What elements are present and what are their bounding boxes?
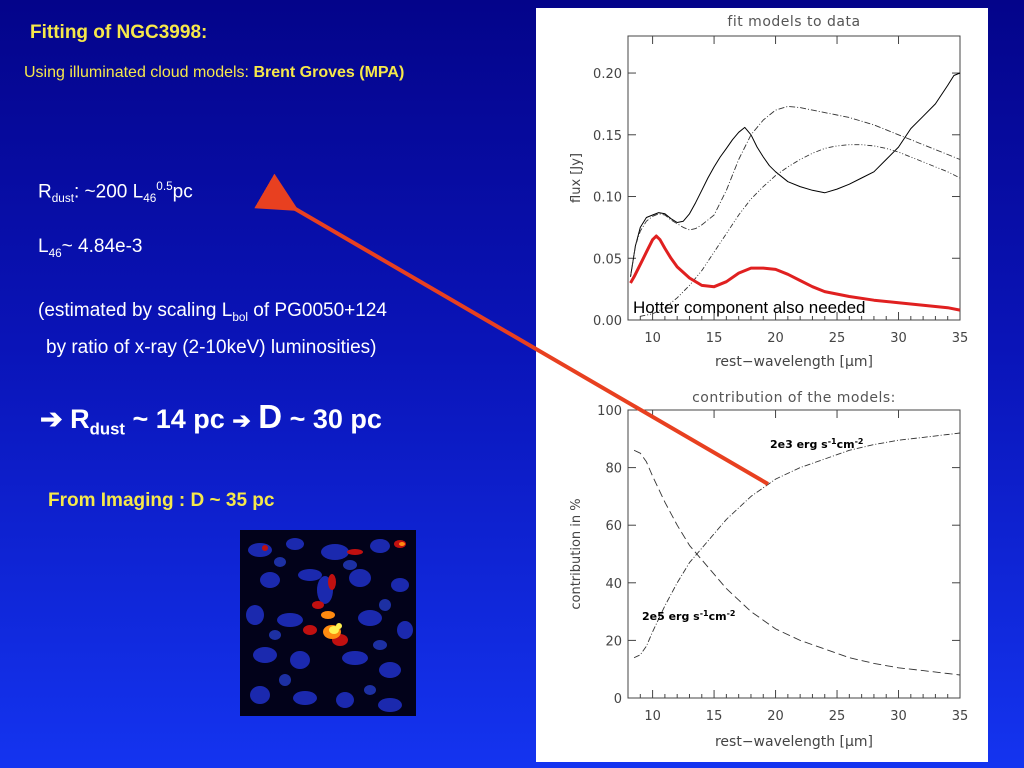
chart1-series-line-2	[630, 105, 961, 277]
chart2-xtick-label: 10	[644, 709, 661, 724]
chart2-ytick-label: 20	[605, 634, 622, 649]
rdust-formula: Rdust: ~200 L460.5pc	[38, 180, 193, 205]
result-d-val: ~ 30 pc	[282, 404, 382, 434]
rdust-text: : ~200 L	[73, 181, 144, 203]
estimate-line-1: (estimated by scaling Lbol of PG0050+124	[38, 296, 387, 333]
chart1-ytick-label: 0.20	[593, 67, 622, 82]
ngc3998-image	[240, 530, 416, 716]
chart1-ytick-label: 0.00	[593, 314, 622, 329]
chart1-series-line-3	[640, 144, 961, 317]
result-r-sub: dust	[89, 419, 125, 439]
subtitle-prefix: Using illuminated cloud models:	[24, 64, 254, 81]
chart1-ytick-label: 0.05	[593, 252, 622, 267]
rdust-sub2: 46	[143, 192, 157, 206]
result-line: ➔ Rdust ~ 14 pc ➔ D ~ 30 pc	[40, 398, 382, 439]
result-r: R	[70, 404, 90, 434]
chart2-series-line-2	[633, 449, 961, 676]
chart1-ylabel: flux [Jy]	[569, 153, 584, 203]
chart2-xtick-label: 25	[829, 709, 846, 724]
l46-number: ~ 4.84e-3	[61, 236, 143, 257]
chart2-xlabel: rest−wavelength [μm]	[715, 734, 873, 750]
l46-label: L	[38, 236, 49, 257]
chart1-xtick-label: 15	[706, 331, 723, 346]
ngc3998-image-graphic	[240, 530, 416, 716]
hotter-component-note: Hotter component also needed	[633, 298, 866, 317]
estimate-line1-a: (estimated by scaling L	[38, 300, 233, 321]
l46-value: L46~ 4.84e-3	[38, 236, 143, 260]
plots-svg: fit models to data 10 15 20 25 30 35 0.00 0.05 0.…	[569, 14, 969, 750]
chart1-xtick-label: 35	[952, 331, 969, 346]
slide-subtitle: Using illuminated cloud models: Brent Gr…	[24, 62, 424, 84]
arrow-right-icon: ➔	[232, 408, 251, 433]
result-d: D	[258, 398, 283, 435]
chart2-title: contribution of the models:	[692, 390, 896, 406]
rdust-unit: pc	[172, 181, 193, 203]
imaging-note: From Imaging : D ~ 35 pc	[48, 490, 275, 511]
chart2-ytick-label: 80	[605, 462, 622, 477]
result-r-val: ~ 14 pc	[124, 404, 225, 434]
rdust-sub: dust	[51, 192, 74, 206]
subtitle-author: Brent Groves (MPA)	[253, 64, 405, 81]
plot-panel: fit models to data 10 15 20 25 30 35 0.00 0.05 0.…	[536, 8, 988, 762]
slide-title: Fitting of NGC3998:	[30, 22, 208, 43]
arrow-right-icon: ➔	[40, 404, 63, 434]
chart1-ytick-label: 0.15	[593, 129, 622, 144]
estimate-line1-sub: bol	[232, 310, 249, 324]
chart2-label-2e3: 2e3 erg s-1cm-2	[770, 437, 864, 452]
chart2-ytick-label: 100	[597, 404, 622, 419]
rdust-sup: 0.5	[156, 180, 173, 193]
estimate-note: (estimated by scaling Lbol of PG0050+124…	[38, 296, 387, 363]
chart1-series-line-1	[630, 72, 961, 277]
chart2-ytick-label: 0	[614, 692, 622, 707]
chart1-title: fit models to data	[727, 14, 860, 30]
chart2-xtick-label: 15	[706, 709, 723, 724]
estimate-line-2: by ratio of x-ray (2-10keV) luminosities…	[46, 336, 377, 358]
chart1-ytick-label: 0.10	[593, 191, 622, 206]
estimate-line1-b: of PG0050+124	[248, 300, 387, 321]
chart2-xtick-label: 30	[890, 709, 907, 724]
chart2-series-line-1	[633, 432, 961, 659]
chart1-xtick-label: 30	[890, 331, 907, 346]
chart2-label-2e5: 2e5 erg s-1cm-2	[642, 609, 736, 624]
chart2-xtick-label: 35	[952, 709, 969, 724]
chart1-xtick-label: 10	[644, 331, 661, 346]
chart2-ytick-label: 40	[605, 577, 622, 592]
chart1-xtick-label: 20	[767, 331, 784, 346]
chart2-frame	[627, 409, 961, 699]
chart1-xtick-label: 25	[829, 331, 846, 346]
chart2-ytick-label: 60	[605, 519, 622, 534]
chart1-xlabel: rest−wavelength [μm]	[715, 354, 873, 370]
l46-sub: 46	[48, 246, 62, 260]
chart2-xtick-label: 20	[767, 709, 784, 724]
chart2-ylabel: contribution in %	[569, 498, 584, 609]
rdust-label: R	[38, 181, 52, 203]
